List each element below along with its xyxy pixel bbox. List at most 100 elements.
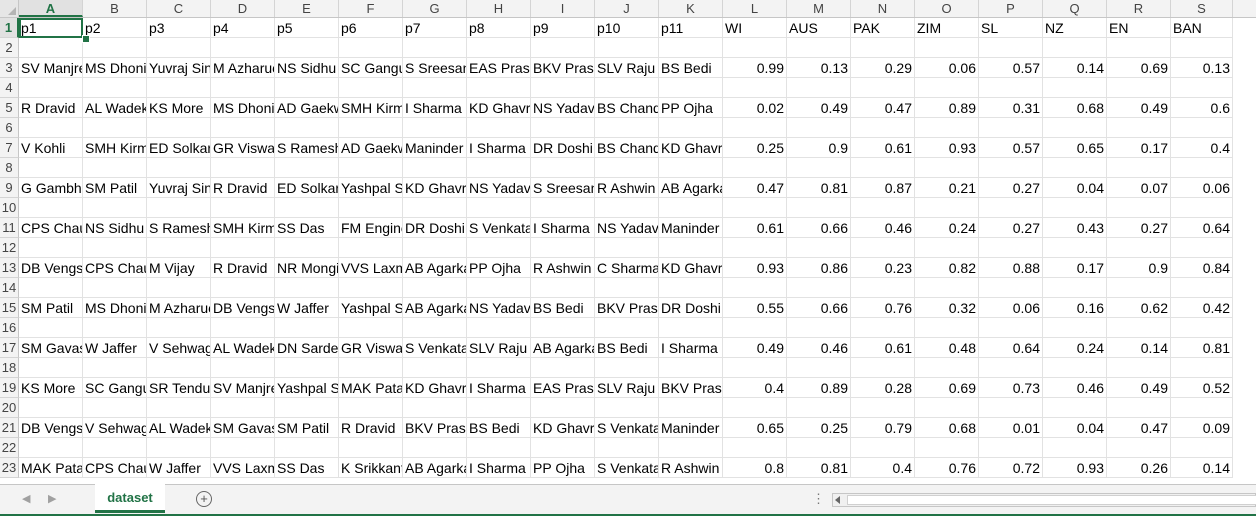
cell-I19[interactable]: EAS Prasal (531, 378, 595, 398)
cell-R3[interactable]: 0.69 (1107, 58, 1171, 78)
cell-H20[interactable] (467, 398, 531, 418)
cell-G6[interactable] (403, 118, 467, 138)
cell-B17[interactable]: W Jaffer (83, 338, 147, 358)
cell-F19[interactable]: MAK Patal (339, 378, 403, 398)
cell-M17[interactable]: 0.46 (787, 338, 851, 358)
cell-R11[interactable]: 0.27 (1107, 218, 1171, 238)
cell-N12[interactable] (851, 238, 915, 258)
cell-L13[interactable]: 0.93 (723, 258, 787, 278)
cell-D22[interactable] (211, 438, 275, 458)
cell-K1[interactable]: p11 (659, 18, 723, 38)
cell-A19[interactable]: KS More (19, 378, 83, 398)
cell-H10[interactable] (467, 198, 531, 218)
cell-I5[interactable]: NS Yadav (531, 98, 595, 118)
cell-H23[interactable]: I Sharma (467, 458, 531, 478)
cell-P17[interactable]: 0.64 (979, 338, 1043, 358)
row-header-10[interactable]: 10 (0, 198, 19, 218)
cell-R20[interactable] (1107, 398, 1171, 418)
cell-F18[interactable] (339, 358, 403, 378)
cell-O13[interactable]: 0.82 (915, 258, 979, 278)
cell-M4[interactable] (787, 78, 851, 98)
cell-D11[interactable]: SMH Kirm (211, 218, 275, 238)
cell-F8[interactable] (339, 158, 403, 178)
cell-C17[interactable]: V Sehwag (147, 338, 211, 358)
cell-H19[interactable]: I Sharma (467, 378, 531, 398)
add-sheet-icon[interactable]: + (196, 491, 212, 507)
cell-C11[interactable]: S Ramesh (147, 218, 211, 238)
cell-N8[interactable] (851, 158, 915, 178)
column-header-P[interactable]: P (979, 0, 1043, 17)
cell-M21[interactable]: 0.25 (787, 418, 851, 438)
cell-Q4[interactable] (1043, 78, 1107, 98)
cell-B1[interactable]: p2 (83, 18, 147, 38)
cell-A1[interactable]: p1 (19, 18, 83, 38)
cell-S9[interactable]: 0.06 (1171, 178, 1233, 198)
cell-H15[interactable]: NS Yadav (467, 298, 531, 318)
column-header-A[interactable]: A (19, 0, 83, 17)
scrollbar-thumb[interactable] (847, 495, 1256, 505)
cell-R9[interactable]: 0.07 (1107, 178, 1171, 198)
cell-L22[interactable] (723, 438, 787, 458)
cell-K2[interactable] (659, 38, 723, 58)
cell-N10[interactable] (851, 198, 915, 218)
cell-S7[interactable]: 0.4 (1171, 138, 1233, 158)
cell-B2[interactable] (83, 38, 147, 58)
cell-I23[interactable]: PP Ojha (531, 458, 595, 478)
cell-N15[interactable]: 0.76 (851, 298, 915, 318)
cell-J13[interactable]: C Sharma (595, 258, 659, 278)
cell-N17[interactable]: 0.61 (851, 338, 915, 358)
cell-L3[interactable]: 0.99 (723, 58, 787, 78)
cell-D18[interactable] (211, 358, 275, 378)
cell-R21[interactable]: 0.47 (1107, 418, 1171, 438)
cell-R8[interactable] (1107, 158, 1171, 178)
cell-P23[interactable]: 0.72 (979, 458, 1043, 478)
cell-S6[interactable] (1171, 118, 1233, 138)
cell-A18[interactable] (19, 358, 83, 378)
row-header-22[interactable]: 22 (0, 438, 19, 458)
cell-M2[interactable] (787, 38, 851, 58)
cell-P18[interactable] (979, 358, 1043, 378)
tab-scroll-left-icon[interactable]: ◀ (22, 493, 31, 505)
cell-M5[interactable]: 0.49 (787, 98, 851, 118)
row-header-20[interactable]: 20 (0, 398, 19, 418)
row-header-8[interactable]: 8 (0, 158, 19, 178)
cell-B5[interactable]: AL Wadek (83, 98, 147, 118)
cell-D16[interactable] (211, 318, 275, 338)
cell-O16[interactable] (915, 318, 979, 338)
cell-O18[interactable] (915, 358, 979, 378)
cell-C6[interactable] (147, 118, 211, 138)
cell-S15[interactable]: 0.42 (1171, 298, 1233, 318)
cell-A20[interactable] (19, 398, 83, 418)
cell-I20[interactable] (531, 398, 595, 418)
cell-C15[interactable]: M Azharuc (147, 298, 211, 318)
cell-C22[interactable] (147, 438, 211, 458)
cell-C2[interactable] (147, 38, 211, 58)
cell-P19[interactable]: 0.73 (979, 378, 1043, 398)
cell-A7[interactable]: V Kohli (19, 138, 83, 158)
cell-P3[interactable]: 0.57 (979, 58, 1043, 78)
cell-L5[interactable]: 0.02 (723, 98, 787, 118)
cell-H17[interactable]: SLV Raju (467, 338, 531, 358)
cell-B9[interactable]: SM Patil (83, 178, 147, 198)
cell-F16[interactable] (339, 318, 403, 338)
cell-I17[interactable]: AB Agarka (531, 338, 595, 358)
cell-L17[interactable]: 0.49 (723, 338, 787, 358)
cell-D19[interactable]: SV Manjre (211, 378, 275, 398)
cell-O4[interactable] (915, 78, 979, 98)
cell-B11[interactable]: NS Sidhu (83, 218, 147, 238)
cell-P9[interactable]: 0.27 (979, 178, 1043, 198)
cell-L6[interactable] (723, 118, 787, 138)
cell-Q20[interactable] (1043, 398, 1107, 418)
cell-B21[interactable]: V Sehwag (83, 418, 147, 438)
cell-M11[interactable]: 0.66 (787, 218, 851, 238)
cell-C20[interactable] (147, 398, 211, 418)
cell-P2[interactable] (979, 38, 1043, 58)
cell-R12[interactable] (1107, 238, 1171, 258)
cell-H7[interactable]: I Sharma (467, 138, 531, 158)
cell-S12[interactable] (1171, 238, 1233, 258)
cell-E10[interactable] (275, 198, 339, 218)
cell-E19[interactable]: Yashpal Sh (275, 378, 339, 398)
cell-P12[interactable] (979, 238, 1043, 258)
cell-E12[interactable] (275, 238, 339, 258)
cell-A14[interactable] (19, 278, 83, 298)
